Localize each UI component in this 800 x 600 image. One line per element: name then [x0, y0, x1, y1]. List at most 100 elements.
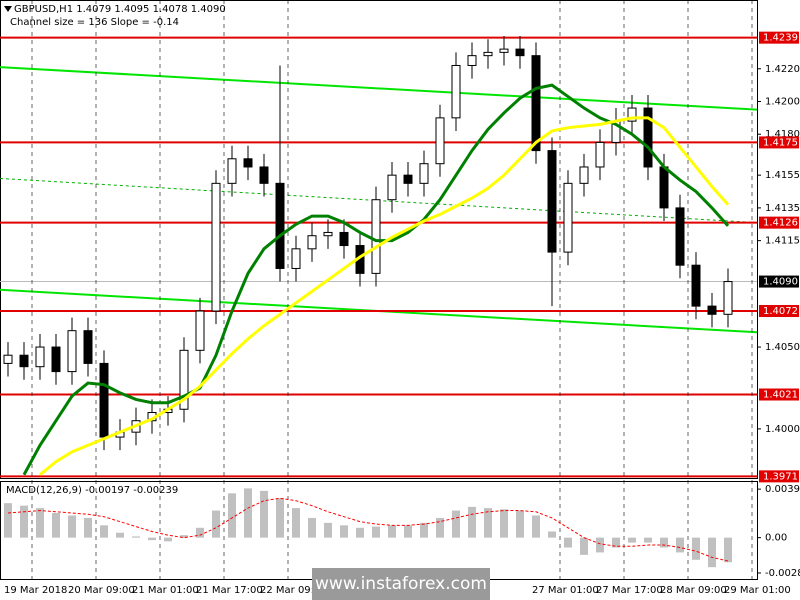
- candle-body: [35, 346, 45, 368]
- x-tick-label: 19 Mar 2018: [4, 585, 67, 596]
- macd-bar: [612, 537, 620, 548]
- candle-body: [595, 141, 605, 168]
- indicator-icon: [4, 6, 12, 12]
- level-label-box: [759, 388, 799, 401]
- candle-body: [547, 150, 557, 253]
- indicator-line: [7, 497, 729, 562]
- chart-title: GBPUSD,H1 1.4079 1.4095 1.4078 1.4090: [14, 4, 226, 15]
- chart-subtitle: Channel size = 136 Slope = -0.14: [10, 17, 179, 28]
- candle-body: [307, 235, 317, 250]
- macd-bar: [164, 537, 172, 542]
- candle-body: [435, 117, 445, 165]
- candle-body: [179, 349, 189, 410]
- macd-bar: [596, 537, 604, 553]
- x-tick-label: 27 Mar 01:00: [532, 585, 599, 596]
- candle-body: [83, 330, 93, 364]
- macd-bar: [340, 525, 348, 538]
- macd-bar: [20, 505, 28, 538]
- macd-bar: [276, 498, 284, 538]
- macd-bar: [84, 517, 92, 538]
- candle-body: [723, 281, 733, 315]
- main-panel-frame: [0, 0, 758, 479]
- candle-body: [243, 158, 253, 168]
- candle-body: [531, 55, 541, 152]
- x-tick-label: 21 Mar 17:00: [196, 585, 263, 596]
- macd-bar: [36, 508, 44, 538]
- candle-body: [451, 64, 461, 119]
- y-tick-label: 1.4000: [765, 424, 800, 435]
- candle-body: [467, 55, 477, 66]
- candle-body: [419, 163, 429, 184]
- macd-bar: [692, 537, 700, 560]
- macd-bar: [548, 531, 556, 538]
- candle-body: [3, 354, 13, 364]
- macd-bar: [676, 537, 684, 553]
- level-label: 1.4021: [763, 390, 798, 401]
- x-tick-label: 29 Mar 01:00: [724, 585, 791, 596]
- macd-bar: [468, 506, 476, 538]
- y-tick-label: 1.4115: [765, 236, 800, 247]
- macd-bar: [196, 527, 204, 538]
- y-tick-label: 0.00: [765, 533, 787, 544]
- candle-body: [691, 264, 701, 307]
- candle-body: [51, 346, 61, 373]
- candle-body: [387, 174, 397, 201]
- level-label: 1.4126: [763, 218, 798, 229]
- macd-bar: [212, 510, 220, 538]
- indicator-line: [39, 116, 730, 476]
- trend-line: [0, 66, 758, 111]
- candle-body: [227, 158, 237, 184]
- level-label-box: [759, 305, 799, 318]
- level-label: 1.4239: [763, 33, 798, 44]
- x-tick-label: 27 Mar 17:00: [596, 585, 663, 596]
- macd-bar: [724, 537, 732, 563]
- macd-bar: [52, 513, 60, 538]
- macd-bar: [500, 509, 508, 538]
- candle-body: [483, 51, 493, 57]
- level-label-box: [759, 216, 799, 229]
- macd-title: MACD(12,26,9) -0.00197 -0.00239: [6, 485, 178, 496]
- macd-bar: [292, 508, 300, 538]
- y-tick-label: 1.4220: [765, 64, 800, 75]
- macd-bar: [260, 490, 268, 538]
- level-label-box: [759, 31, 799, 44]
- candle-body: [291, 248, 301, 269]
- macd-bar: [356, 527, 364, 538]
- candle-body: [19, 354, 29, 368]
- candle-body: [579, 166, 589, 184]
- macd-bar: [308, 517, 316, 538]
- candle-body: [627, 107, 637, 122]
- macd-bar: [644, 537, 652, 543]
- candle-body: [675, 207, 685, 266]
- y-tick-label: -0.00287: [765, 568, 800, 579]
- y-tick-label: 1.4180: [765, 129, 800, 140]
- y-tick-label: 1.4050: [765, 342, 800, 353]
- x-tick-label: 20 Mar 09:00: [68, 585, 135, 596]
- candle-body: [499, 48, 509, 53]
- candle-body: [659, 166, 669, 209]
- candle-body: [259, 166, 269, 184]
- macd-bar: [708, 537, 716, 568]
- macd-bar: [372, 526, 380, 538]
- macd-bar: [436, 517, 444, 538]
- candle-body: [515, 48, 525, 57]
- candle-body: [563, 182, 573, 253]
- candle-body: [371, 199, 381, 274]
- macd-bar: [388, 525, 396, 538]
- x-tick-label: 21 Mar 01:00: [132, 585, 199, 596]
- candle-body: [403, 174, 413, 184]
- candle-body: [99, 362, 109, 438]
- y-tick-label: 1.4155: [765, 170, 800, 181]
- watermark-box: [312, 568, 490, 600]
- price-label: 1.4090: [763, 277, 798, 288]
- macd-bar: [660, 537, 668, 548]
- macd-bar: [228, 493, 236, 538]
- macd-bar: [516, 510, 524, 538]
- macd-bar: [148, 537, 156, 541]
- level-label: 1.3971: [763, 471, 798, 482]
- macd-bar: [532, 515, 540, 538]
- candle-body: [323, 231, 333, 237]
